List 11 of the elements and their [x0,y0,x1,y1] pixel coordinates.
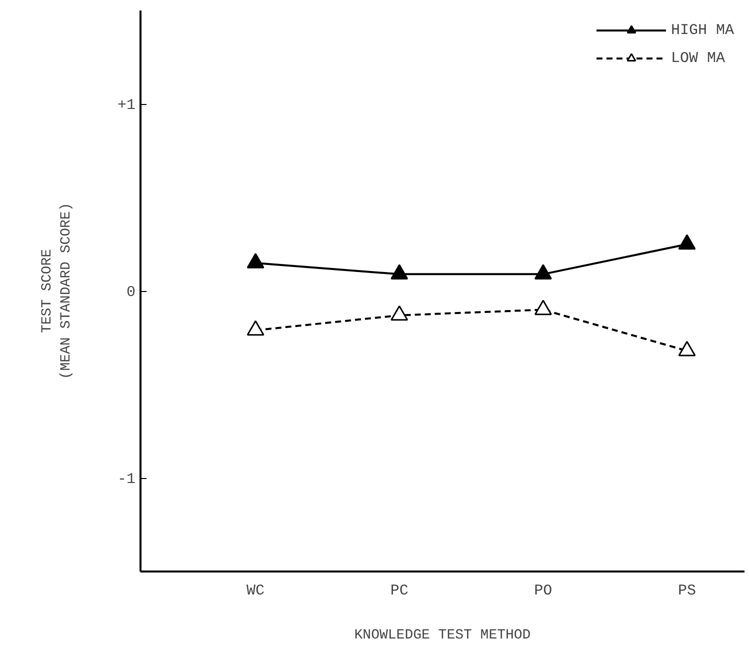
x-tick-label: PS [678,582,696,600]
y-tick-label: +1 [117,97,136,114]
y-tick-label: 0 [126,284,136,301]
x-axis-title: KNOWLEDGE TEST METHOD [354,628,531,644]
x-tick-label: WC [246,582,265,600]
y-axis-title: TEST SCORE (MEAN STANDARD SCORE) [39,202,74,380]
legend-label: HIGH MA [670,22,734,38]
legend-label: LOW MA [670,50,725,66]
x-tick-label: PC [390,582,408,600]
x-tick-label: PO [534,582,552,600]
y-tick-label: -1 [117,471,136,488]
